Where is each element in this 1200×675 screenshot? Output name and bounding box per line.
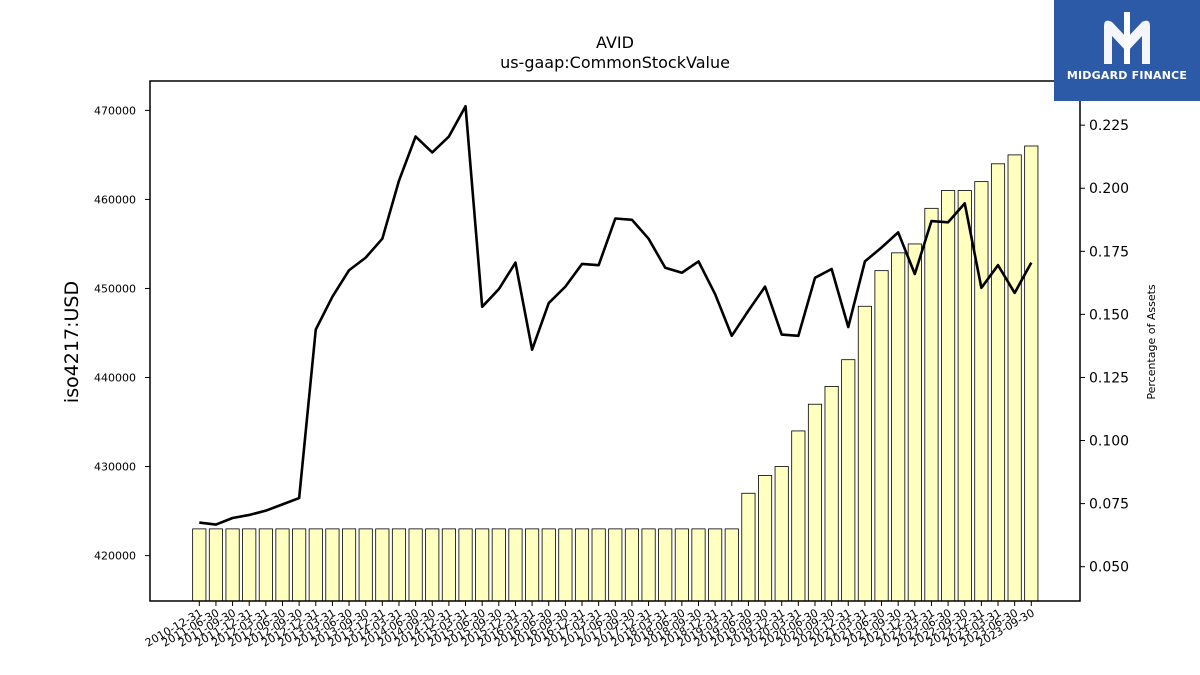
y-tick-label: 440000: [94, 372, 136, 385]
y2-tick-label: 0.075: [1089, 497, 1129, 513]
y2-tick-label: 0.050: [1089, 560, 1129, 576]
bar: [558, 528, 573, 602]
chart-title: AVID: [596, 33, 634, 52]
bar: [824, 386, 839, 602]
bar: [292, 528, 307, 602]
bar: [342, 528, 357, 602]
percentage-line: [199, 104, 1033, 526]
bar: [258, 528, 273, 602]
bar: [641, 528, 656, 602]
bar: [574, 528, 590, 602]
y-axis-right: 0.050 0.075 0.100 0.125 0.150 0.175 0.200 0.225: [1080, 118, 1129, 576]
y2-tick-label: 0.175: [1089, 244, 1129, 260]
bar: [275, 528, 290, 602]
bar: [308, 528, 323, 602]
bar: [658, 528, 673, 602]
bar: [358, 528, 373, 602]
chart-subtitle: us-gaap:CommonStockValue: [500, 53, 730, 72]
bar: [758, 475, 773, 602]
bar: [674, 528, 689, 602]
bar: [441, 528, 456, 602]
x-axis: 2010-12-312011-06-302011-09-302011-12-31…: [143, 601, 1037, 650]
bar: [425, 528, 440, 602]
bar: [990, 163, 1006, 602]
bar: [242, 528, 257, 602]
bar: [624, 528, 639, 602]
bar: [375, 528, 390, 602]
y-tick-label: 420000: [94, 550, 136, 563]
y-tick-label: 430000: [94, 461, 136, 474]
bar: [857, 305, 872, 602]
bar: [841, 359, 856, 602]
bar: [225, 528, 240, 602]
bar: [541, 528, 556, 602]
y2-tick-label: 0.200: [1089, 181, 1129, 197]
y-axis-label: iso4217:USD: [61, 281, 83, 403]
bar: [408, 528, 423, 602]
bar-series: [192, 145, 1039, 602]
bar: [907, 243, 922, 602]
y2-tick-label: 0.225: [1089, 118, 1129, 134]
y2-tick-label: 0.150: [1089, 307, 1129, 323]
bar: [791, 430, 806, 602]
line-series: [199, 104, 1033, 526]
bar: [1007, 154, 1022, 602]
bar: [957, 190, 972, 602]
y2-tick-label: 0.125: [1089, 370, 1129, 386]
logo-text: MIDGARD FINANCE: [1066, 69, 1188, 82]
bar: [208, 528, 223, 602]
logo: MIDGARD FINANCE: [1054, 0, 1200, 101]
bar: [874, 270, 889, 602]
bar: [741, 492, 756, 602]
bar: [475, 528, 490, 602]
bar: [807, 403, 823, 602]
bar: [691, 528, 706, 602]
bar: [508, 528, 523, 602]
bar: [608, 528, 623, 602]
bar: [525, 528, 540, 602]
bar: [774, 466, 789, 602]
bar: [941, 190, 956, 602]
bar: [724, 528, 739, 602]
bar: [891, 252, 906, 602]
y-tick-label: 450000: [94, 282, 136, 295]
bar: [192, 528, 207, 602]
y-tick-label: 460000: [94, 193, 136, 206]
y-axis-left: 420000 430000 440000 450000 460000 470000: [94, 104, 150, 563]
logo-mark-icon: [1104, 12, 1150, 65]
bar: [1024, 145, 1039, 602]
bar: [708, 528, 723, 602]
y2-tick-label: 0.100: [1089, 434, 1129, 450]
bar: [458, 528, 473, 602]
y-tick-label: 470000: [94, 104, 136, 117]
bar: [591, 528, 606, 602]
bar: [325, 528, 340, 602]
bar: [924, 207, 939, 602]
bar: [974, 181, 989, 602]
bar: [391, 528, 407, 602]
plot-frame: [149, 80, 1081, 602]
y2-axis-label: Percentage of Assets: [1145, 284, 1158, 400]
bar: [491, 528, 506, 602]
